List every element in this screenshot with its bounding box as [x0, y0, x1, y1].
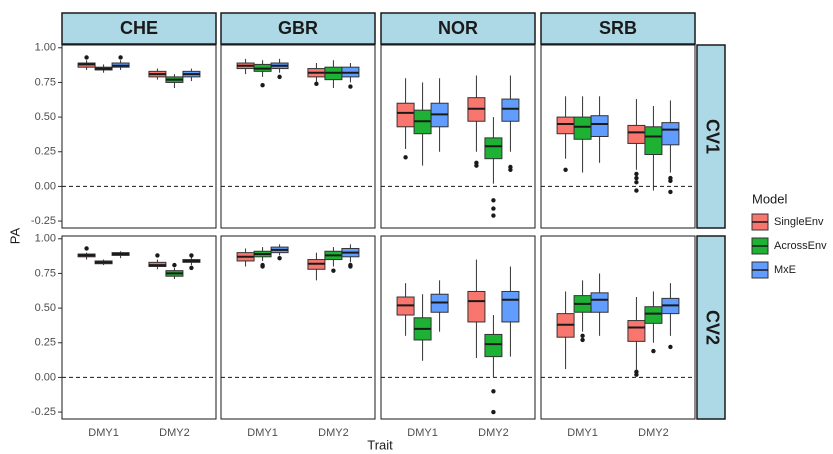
outlier: [277, 74, 282, 80]
y-tick-label: 1.00: [35, 233, 56, 245]
y-tick-label: 0.25: [35, 337, 56, 349]
y-axis-label: PA: [7, 227, 22, 244]
facet-strip: [61, 12, 217, 45]
y-tick-label: -0.25: [31, 215, 56, 227]
outlier: [634, 372, 639, 377]
box: [556, 116, 575, 135]
box: [627, 320, 646, 342]
outlier: [580, 337, 585, 343]
facet-strip: [696, 44, 726, 229]
facet-label: SRB: [599, 18, 637, 38]
facet-strip: [220, 12, 376, 45]
facet-label: NOR: [438, 18, 478, 38]
box: [590, 292, 609, 313]
y-tick-label: 0.75: [35, 76, 56, 88]
outlier: [331, 268, 336, 273]
outlier: [668, 344, 673, 350]
outlier: [155, 253, 160, 258]
outlier: [563, 167, 568, 172]
outlier: [668, 178, 673, 184]
x-tick-label: DMY1: [247, 427, 278, 439]
y-tick-label: 0.00: [35, 371, 56, 383]
outlier: [84, 246, 89, 251]
facet-label: CV1: [702, 119, 722, 154]
panel: [380, 44, 536, 229]
outlier: [348, 264, 353, 269]
facet-strip: [696, 235, 726, 420]
outlier: [118, 55, 123, 60]
facet-label: GBR: [278, 18, 318, 38]
outlier: [491, 213, 496, 218]
x-axis-label: Trait: [367, 437, 393, 452]
y-tick-label: -0.25: [31, 406, 56, 418]
y-tick-label: 1.00: [35, 42, 56, 54]
x-tick-label: DMY1: [88, 427, 119, 439]
y-tick-label: 0.50: [35, 111, 56, 123]
panel: [380, 235, 536, 420]
outlier: [634, 188, 639, 193]
x-tick-label: DMY1: [567, 427, 598, 439]
outlier: [277, 255, 282, 261]
box: [484, 137, 503, 160]
box: [590, 115, 609, 137]
outlier: [580, 333, 585, 339]
box: [644, 306, 663, 324]
legend-label: AcrossEnv: [774, 240, 827, 252]
box: [573, 116, 592, 140]
outlier: [348, 84, 353, 89]
outlier: [314, 81, 319, 87]
outlier: [634, 171, 639, 177]
x-tick-label: DMY1: [407, 427, 438, 439]
outlier: [474, 163, 479, 168]
box: [396, 102, 415, 128]
outlier: [189, 253, 194, 258]
outlier: [491, 409, 496, 415]
box: [627, 124, 646, 144]
outlier: [260, 264, 265, 269]
legend-label: MxE: [774, 264, 796, 276]
facet-label: CHE: [120, 18, 158, 38]
legend-title: Model: [752, 191, 788, 206]
outlier: [403, 155, 408, 160]
box: [484, 333, 503, 358]
x-tick-label: DMY2: [478, 427, 509, 439]
y-tick-label: 0.00: [35, 180, 56, 192]
outlier: [651, 348, 656, 354]
box: [467, 290, 486, 323]
y-tick-label: 0.75: [35, 267, 56, 279]
outlier: [491, 198, 496, 203]
outlier: [84, 55, 89, 60]
box: [661, 122, 680, 146]
outlier: [634, 175, 639, 181]
box: [501, 98, 520, 122]
facet-strip: [380, 12, 536, 45]
outlier: [260, 83, 265, 88]
legend-label: SingleEnv: [774, 216, 824, 228]
facet-strip: [540, 12, 696, 45]
x-tick-label: DMY2: [318, 427, 349, 439]
y-tick-label: 0.25: [35, 146, 56, 158]
x-tick-label: DMY2: [159, 427, 190, 439]
box: [644, 126, 663, 156]
box: [501, 290, 520, 323]
facet-label: CV2: [702, 310, 722, 345]
y-tick-label: 0.50: [35, 302, 56, 314]
outlier: [668, 189, 673, 195]
outlier: [172, 262, 177, 268]
outlier: [508, 167, 513, 172]
outlier: [189, 265, 194, 271]
outlier: [634, 180, 639, 185]
panel: [61, 235, 217, 420]
outlier: [491, 206, 496, 211]
x-tick-label: DMY2: [638, 427, 669, 439]
outlier: [491, 389, 496, 394]
panel: [220, 235, 376, 420]
